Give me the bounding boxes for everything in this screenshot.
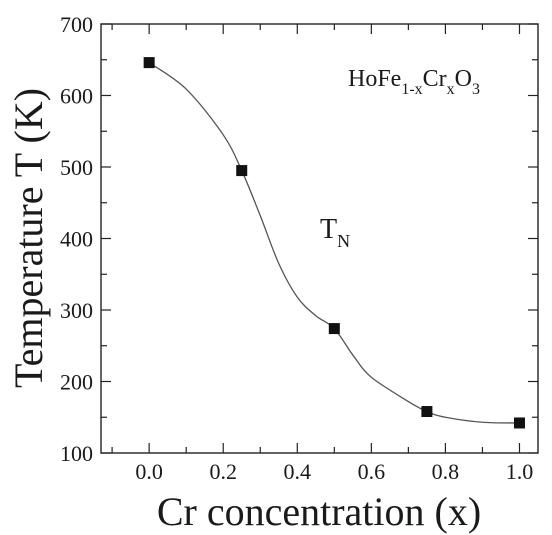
- axis-ticks: [101, 23, 538, 454]
- data-point: [513, 417, 525, 429]
- y-tick-label: 100: [60, 441, 93, 466]
- y-tick-label: 300: [60, 298, 93, 323]
- y-tick-label: 600: [60, 84, 93, 109]
- compound-part-3: O: [455, 66, 472, 92]
- data-point: [236, 165, 248, 177]
- x-tick-label: 0.4: [284, 459, 312, 484]
- y-tick-label: 200: [60, 370, 93, 395]
- tick-labels: 0.0 0.2 0.4 0.6 0.8 1.0 100 200 300 400 500 600 700: [60, 12, 533, 484]
- compound-part-2: Cr: [423, 66, 447, 92]
- compound-part-1: HoFe: [348, 66, 401, 92]
- compound-annotation: HoFe1-xCrxO3: [348, 66, 480, 98]
- compound-sub-3: 3: [472, 81, 480, 98]
- y-axis-label: Temperature T (K): [6, 88, 51, 388]
- tn-annotation: TN: [320, 214, 350, 251]
- tn-sub: N: [337, 231, 350, 251]
- tn-base: T: [320, 214, 337, 245]
- fit-curve: [148, 62, 520, 424]
- data-points: [143, 57, 525, 429]
- x-tick-label: 0.6: [358, 459, 386, 484]
- data-point: [328, 323, 340, 335]
- x-tick-label: 0.2: [209, 459, 237, 484]
- compound-sub-2: x: [447, 81, 455, 98]
- compound-sub-1: 1-x: [401, 81, 422, 98]
- x-tick-label: 0.0: [135, 459, 163, 484]
- x-tick-label: 1.0: [506, 459, 534, 484]
- data-point: [421, 406, 433, 418]
- y-tick-label: 400: [60, 227, 93, 252]
- data-point: [143, 57, 155, 69]
- y-tick-label: 500: [60, 155, 93, 180]
- x-tick-label: 0.8: [432, 459, 460, 484]
- y-tick-label: 700: [60, 12, 93, 37]
- x-axis-label: Cr concentration (x): [157, 489, 481, 534]
